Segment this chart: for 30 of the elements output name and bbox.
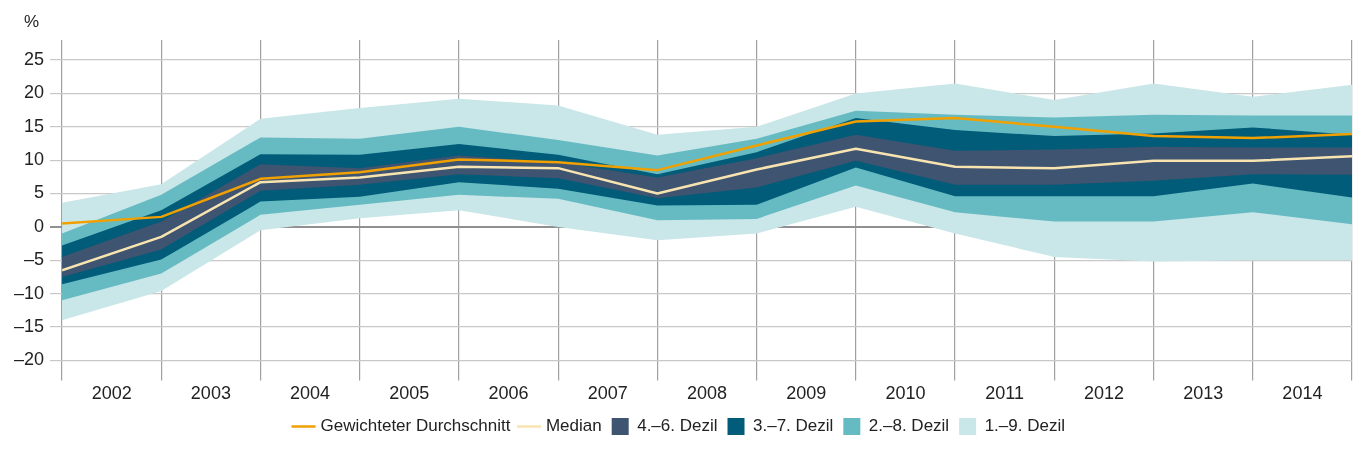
x-tick-label: 2008	[686, 383, 728, 404]
y-tick-label: –15	[13, 315, 45, 336]
x-tick-label: 2014	[1282, 383, 1323, 404]
x-tick-label: 2007	[587, 383, 628, 404]
legend-label: 4.–6. Dezil	[637, 416, 718, 436]
y-tick-label: –20	[13, 349, 45, 370]
legend-label: 3.–7. Dezil	[753, 416, 834, 436]
y-tick-label: 10	[24, 149, 45, 170]
x-tick-label: 2002	[91, 383, 132, 404]
y-tick-label: 0	[34, 215, 45, 236]
legend-label: 2.–8. Dezil	[868, 416, 950, 436]
x-tick-label: 2013	[1183, 383, 1224, 404]
legend-label: Median	[545, 416, 602, 436]
x-tick-label: 2006	[488, 383, 529, 404]
y-tick-label: –5	[24, 249, 45, 270]
x-tick-label: 2003	[190, 383, 231, 404]
y-tick-label: –10	[13, 282, 45, 303]
legend-label: Gewichteter Durchschnitt	[320, 416, 511, 436]
x-tick-label: 2012	[1083, 383, 1124, 404]
x-tick-label: 2010	[885, 383, 926, 404]
y-tick-label: 15	[24, 115, 45, 136]
y-tick-label: 5	[34, 182, 45, 203]
legend-label: 1.–9. Dezil	[984, 416, 1065, 436]
y-tick-label: 25	[24, 48, 45, 69]
y-tick-label: 20	[24, 82, 45, 103]
x-tick-label: 2005	[389, 383, 430, 404]
x-tick-label: 2011	[985, 383, 1025, 404]
x-tick-label: 2009	[786, 383, 827, 404]
x-tick-label: 2004	[290, 383, 331, 404]
y-axis-title: %	[24, 12, 40, 32]
